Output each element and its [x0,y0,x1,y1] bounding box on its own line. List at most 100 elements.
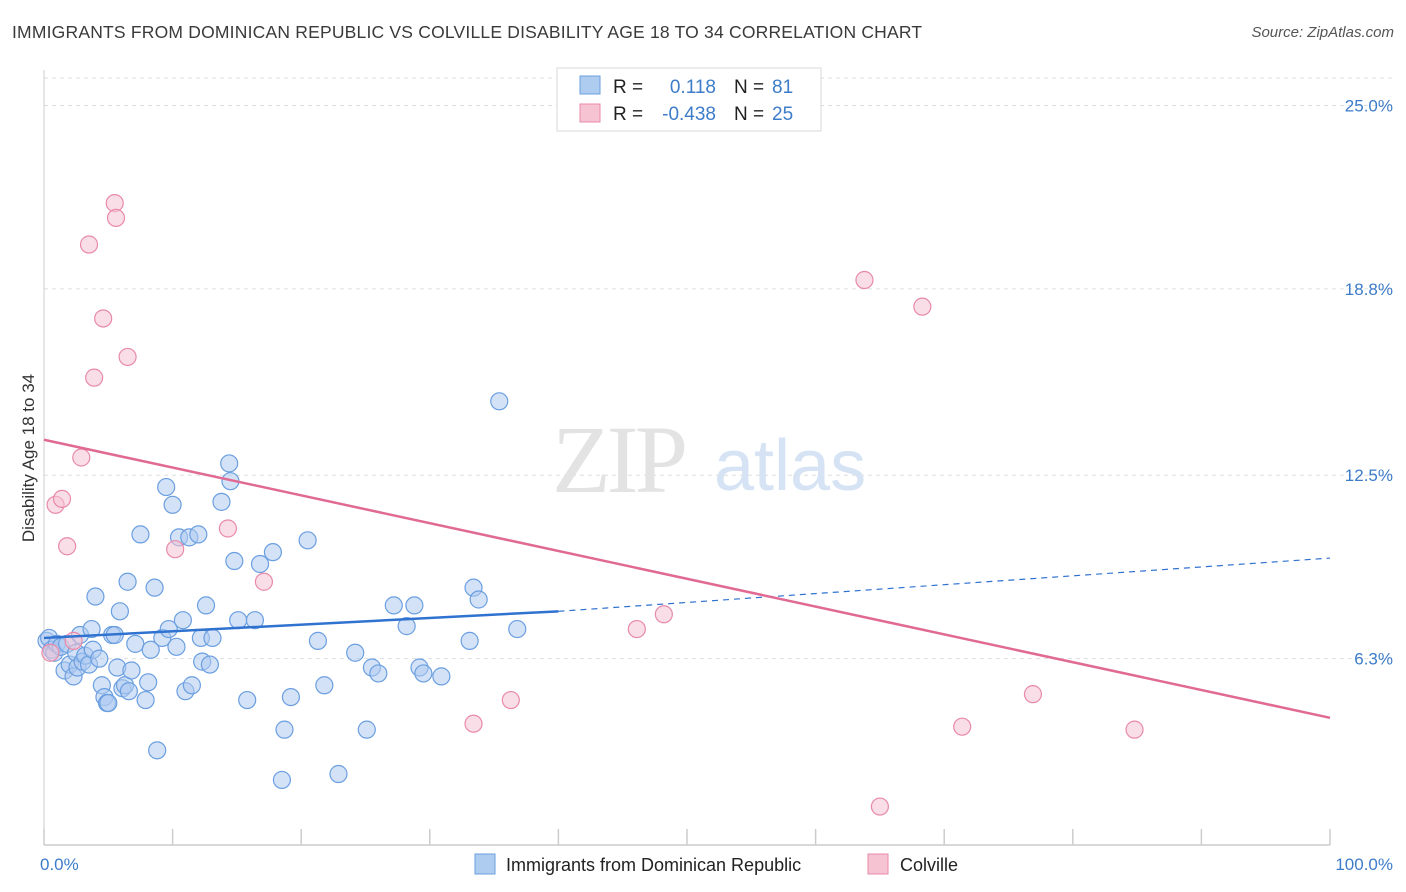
series-legend-swatch-blue [474,853,496,875]
point-colville [464,714,483,733]
point-dominican-republic [432,667,451,686]
point-dominican-republic [397,617,416,636]
series-legend-swatch-pink [867,853,889,875]
point-dominican-republic [384,596,403,615]
point-dominican-republic [329,764,348,784]
point-dominican-republic [245,611,265,630]
point-dominican-republic [189,525,208,544]
watermark: ZIP atlas [552,406,866,513]
point-colville [654,605,673,624]
point-colville [72,448,91,467]
x-axis-ticks [43,829,1331,845]
point-dominican-republic [369,664,388,683]
point-dominican-republic [229,611,248,630]
point-dominican-republic [275,720,294,739]
series-legend-label-pink: Colville [900,855,958,875]
point-colville [41,643,60,662]
point-dominican-republic [225,551,244,571]
legend-n-label-2: N = [734,104,764,125]
point-dominican-republic [136,690,155,710]
point-dominican-republic [159,619,178,639]
point-dominican-republic [163,495,182,514]
point-dominican-republic [196,596,216,615]
y-tick-label: 6.3% [1354,650,1393,669]
point-dominican-republic [298,531,317,550]
point-dominican-republic [110,602,129,621]
point-dominican-republic [200,655,219,674]
watermark-zip: ZIP [552,406,685,513]
point-colville [94,309,113,328]
point-dominican-republic [118,572,137,591]
trend-line-dominican-republic-extension [558,557,1331,612]
chart-source: Source: ZipAtlas.com [1251,24,1394,41]
point-colville [1125,720,1144,739]
legend-r-value-1: 0.118 [670,77,716,98]
point-colville [1023,685,1043,704]
point-dominican-republic [203,628,222,648]
point-colville [254,572,274,591]
point-dominican-republic [469,590,488,609]
point-dominican-republic [346,643,365,662]
point-dominican-republic [131,525,150,544]
series-legend-label-blue: Immigrants from Dominican Republic [506,855,801,875]
x-tick-label-min: 0.0% [40,855,79,874]
point-dominican-republic [141,640,160,659]
point-dominican-republic [139,673,158,692]
point-dominican-republic [212,492,231,511]
legend-n-value-2: 25 [772,104,793,125]
point-dominican-republic [220,454,239,473]
point-dominican-republic [490,392,509,411]
point-dominican-republic [182,676,201,695]
point-dominican-republic [315,676,334,695]
point-colville [501,690,520,710]
chart-title: IMMIGRANTS FROM DOMINICAN REPUBLIC VS CO… [12,22,923,42]
legend-r-label-2: R = [613,104,643,125]
point-colville [218,519,237,538]
point-colville [58,537,77,556]
point-dominican-republic [308,631,328,650]
legend-n-label-1: N = [734,77,764,98]
point-dominican-republic [126,634,145,653]
stats-legend: R = 0.118 N = 81 R = -0.438 N = 25 [556,67,822,132]
point-dominican-republic [238,690,257,710]
point-dominican-republic [173,611,192,630]
point-colville [953,717,972,736]
point-colville [118,347,137,367]
series-legend: Immigrants from Dominican Republic Colvi… [474,853,958,875]
point-colville [627,619,646,639]
point-colville [913,297,932,316]
point-dominican-republic [250,554,270,574]
watermark-atlas: atlas [714,426,866,506]
legend-n-value-1: 81 [772,77,793,98]
point-dominican-republic [157,477,176,497]
point-colville [166,540,185,559]
point-dominican-republic [167,637,186,656]
trend-line-dominican-republic [43,610,559,640]
point-dominican-republic [414,664,433,683]
point-colville [85,368,104,387]
point-colville [870,797,890,816]
x-tick-label-max: 100.0% [1335,855,1393,874]
point-dominican-republic [357,720,376,739]
point-dominican-republic [90,649,109,668]
y-axis-label: Disability Age 18 to 34 [19,374,38,542]
y-tick-label: 12.5% [1345,466,1393,485]
point-dominican-republic [82,619,101,639]
legend-r-value-2: -0.438 [662,104,716,125]
point-colville [52,489,72,509]
point-dominican-republic [272,770,292,790]
point-dominican-republic [263,543,283,562]
y-tick-label: 25.0% [1345,96,1393,115]
point-dominican-republic [119,682,138,701]
point-dominican-republic [99,693,118,713]
legend-swatch-blue [579,75,601,95]
trend-line-colville [43,438,1331,720]
point-colville [106,208,126,228]
y-axis-tick-labels: 6.3% 12.5% 18.8% 25.0% [1345,96,1393,668]
point-dominican-republic [508,619,527,639]
legend-swatch-pink [579,103,601,123]
point-colville [855,270,874,290]
point-dominican-republic [148,741,167,760]
point-colville [79,235,99,254]
